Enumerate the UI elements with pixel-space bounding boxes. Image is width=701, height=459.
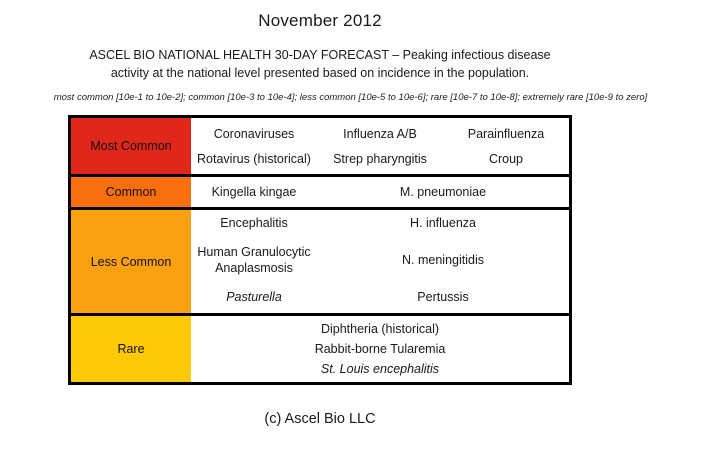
incidence-criteria-legend: most common [10e-1 to 10e-2]; common [10… — [53, 92, 648, 103]
disease-item: H. influenza — [409, 216, 476, 230]
disease-item: Human Granulocytic Anaplasmosis — [197, 245, 311, 275]
table-row-less-common: Less Common Encephalitis Human Granulocy… — [71, 207, 569, 313]
disease-item: Strep pharyngitis — [333, 151, 427, 166]
subtitle-line-1: ASCEL BIO NATIONAL HEALTH 30-DAY FORECAS… — [89, 48, 551, 62]
table-row-rare: Rare Diphtheria (historical) Rabbit-born… — [71, 313, 569, 382]
disease-item: St. Louis encephalitis — [320, 362, 440, 376]
row-label-most-common: Most Common — [71, 118, 191, 174]
disease-item: Encephalitis — [220, 216, 288, 230]
rare-diseases: Diphtheria (historical) Rabbit-borne Tul… — [191, 316, 569, 382]
less-common-right-column: H. influenza N. meningitidis Pertussis — [317, 210, 569, 313]
disease-item: Pertussis — [417, 290, 469, 304]
less-common-diseases: Encephalitis Human Granulocytic Anaplasm… — [191, 210, 569, 313]
most-common-diseases: Coronaviruses Influenza A/B Parainfluenz… — [191, 118, 569, 174]
less-common-left-column: Encephalitis Human Granulocytic Anaplasm… — [191, 210, 317, 313]
common-diseases: Kingella kingae M. pneumoniae — [191, 177, 569, 207]
row-label-less-common: Less Common — [71, 210, 191, 313]
disease-item: Rotavirus (historical) — [197, 151, 311, 166]
table-row-common: Common Kingella kingae M. pneumoniae — [71, 174, 569, 207]
disease-item: Croup — [488, 151, 524, 166]
disease-item: Influenza A/B — [343, 126, 417, 141]
copyright-notice: (c) Ascel Bio LLC — [264, 411, 376, 427]
disease-item: Coronaviruses — [213, 126, 295, 141]
disease-item: N. meningitidis — [402, 253, 484, 267]
row-label-rare: Rare — [71, 316, 191, 382]
row-label-common: Common — [71, 177, 191, 207]
forecast-table: Most Common Coronaviruses Influenza A/B … — [68, 115, 572, 385]
disease-item: M. pneumoniae — [399, 185, 487, 199]
forecast-subtitle: ASCEL BIO NATIONAL HEALTH 30-DAY FORECAS… — [0, 46, 640, 82]
table-row-most-common: Most Common Coronaviruses Influenza A/B … — [71, 118, 569, 174]
disease-item: Parainfluenza — [467, 126, 545, 141]
disease-item: Rabbit-borne Tularemia — [314, 342, 446, 356]
disease-item: Diphtheria (historical) — [320, 322, 440, 336]
subtitle-line-2: activity at the national level presented… — [110, 66, 530, 80]
disease-item: Kingella kingae — [211, 185, 297, 199]
page-title: November 2012 — [258, 11, 382, 30]
disease-item: Pasturella — [226, 290, 282, 304]
